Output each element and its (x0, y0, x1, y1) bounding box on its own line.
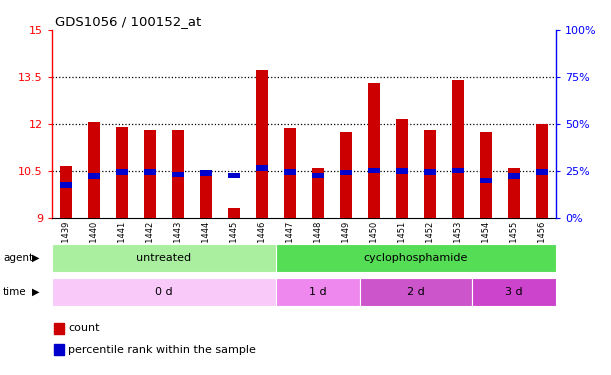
Text: time: time (3, 286, 27, 297)
Bar (200, 171, 211, 217)
Text: agent: agent (3, 253, 33, 263)
Bar (276, 244, 556, 272)
Bar (397, 168, 408, 174)
Text: cyclophosphamide: cyclophosphamide (364, 253, 468, 263)
Text: 2 d: 2 d (407, 286, 425, 297)
Bar (312, 172, 324, 178)
Bar (116, 127, 128, 218)
Bar (368, 168, 379, 173)
Bar (340, 170, 351, 176)
Bar (257, 70, 268, 217)
Bar (284, 170, 296, 175)
Bar (257, 165, 268, 171)
Bar (340, 132, 351, 218)
Bar (312, 168, 324, 217)
Bar (229, 172, 240, 178)
Bar (200, 170, 211, 176)
Bar (54, 323, 64, 333)
Bar (508, 173, 519, 179)
Bar (368, 83, 379, 218)
Bar (229, 208, 240, 218)
Bar (144, 130, 156, 218)
Bar (425, 170, 436, 175)
Bar (360, 278, 472, 306)
Bar (60, 166, 71, 218)
Text: ▶: ▶ (32, 286, 39, 297)
Bar (480, 178, 492, 183)
Text: 1 d: 1 d (309, 286, 327, 297)
Bar (116, 170, 128, 175)
Text: untreated: untreated (136, 253, 191, 263)
Bar (52, 278, 276, 306)
Bar (54, 344, 64, 355)
Bar (425, 130, 436, 218)
Text: ▶: ▶ (32, 253, 39, 263)
Bar (508, 168, 519, 217)
Bar (89, 173, 100, 179)
Bar (60, 182, 71, 188)
Bar (536, 124, 547, 218)
Text: 3 d: 3 d (505, 286, 523, 297)
Bar (89, 122, 100, 218)
Bar (172, 130, 183, 218)
Bar (480, 132, 492, 218)
Bar (452, 168, 464, 173)
Text: 0 d: 0 d (155, 286, 173, 297)
Bar (52, 244, 276, 272)
Bar (472, 278, 556, 306)
Text: GDS1056 / 100152_at: GDS1056 / 100152_at (55, 15, 201, 28)
Text: percentile rank within the sample: percentile rank within the sample (68, 345, 256, 355)
Bar (536, 170, 547, 175)
Bar (144, 170, 156, 175)
Text: count: count (68, 323, 100, 333)
Bar (276, 278, 360, 306)
Bar (397, 119, 408, 218)
Bar (284, 128, 296, 217)
Bar (172, 171, 183, 177)
Bar (452, 80, 464, 218)
